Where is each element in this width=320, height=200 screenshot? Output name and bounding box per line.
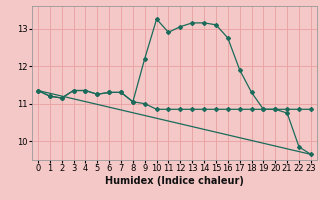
X-axis label: Humidex (Indice chaleur): Humidex (Indice chaleur) xyxy=(105,176,244,186)
